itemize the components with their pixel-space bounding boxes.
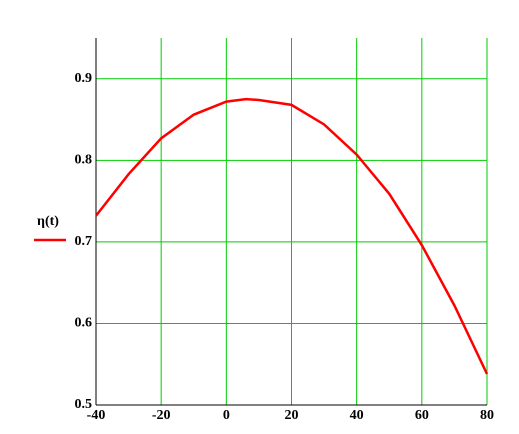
x-tick-label: -20: [152, 408, 171, 423]
legend-label: η(t): [37, 214, 59, 229]
x-tick-label: 60: [415, 408, 429, 423]
y-tick-label: 0.9: [75, 71, 93, 86]
y-tick-label: 0.6: [75, 316, 93, 331]
y-tick-label: 0.7: [75, 234, 93, 249]
x-tick-label: 0: [223, 408, 230, 423]
x-tick-label: 20: [285, 408, 299, 423]
y-tick-label: 0.5: [75, 397, 93, 412]
x-tick-label: 80: [480, 408, 494, 423]
x-tick-label: -40: [87, 408, 106, 423]
x-tick-label: 40: [350, 408, 364, 423]
y-tick-label: 0.8: [75, 153, 93, 168]
line-series: [95, 97, 489, 375]
